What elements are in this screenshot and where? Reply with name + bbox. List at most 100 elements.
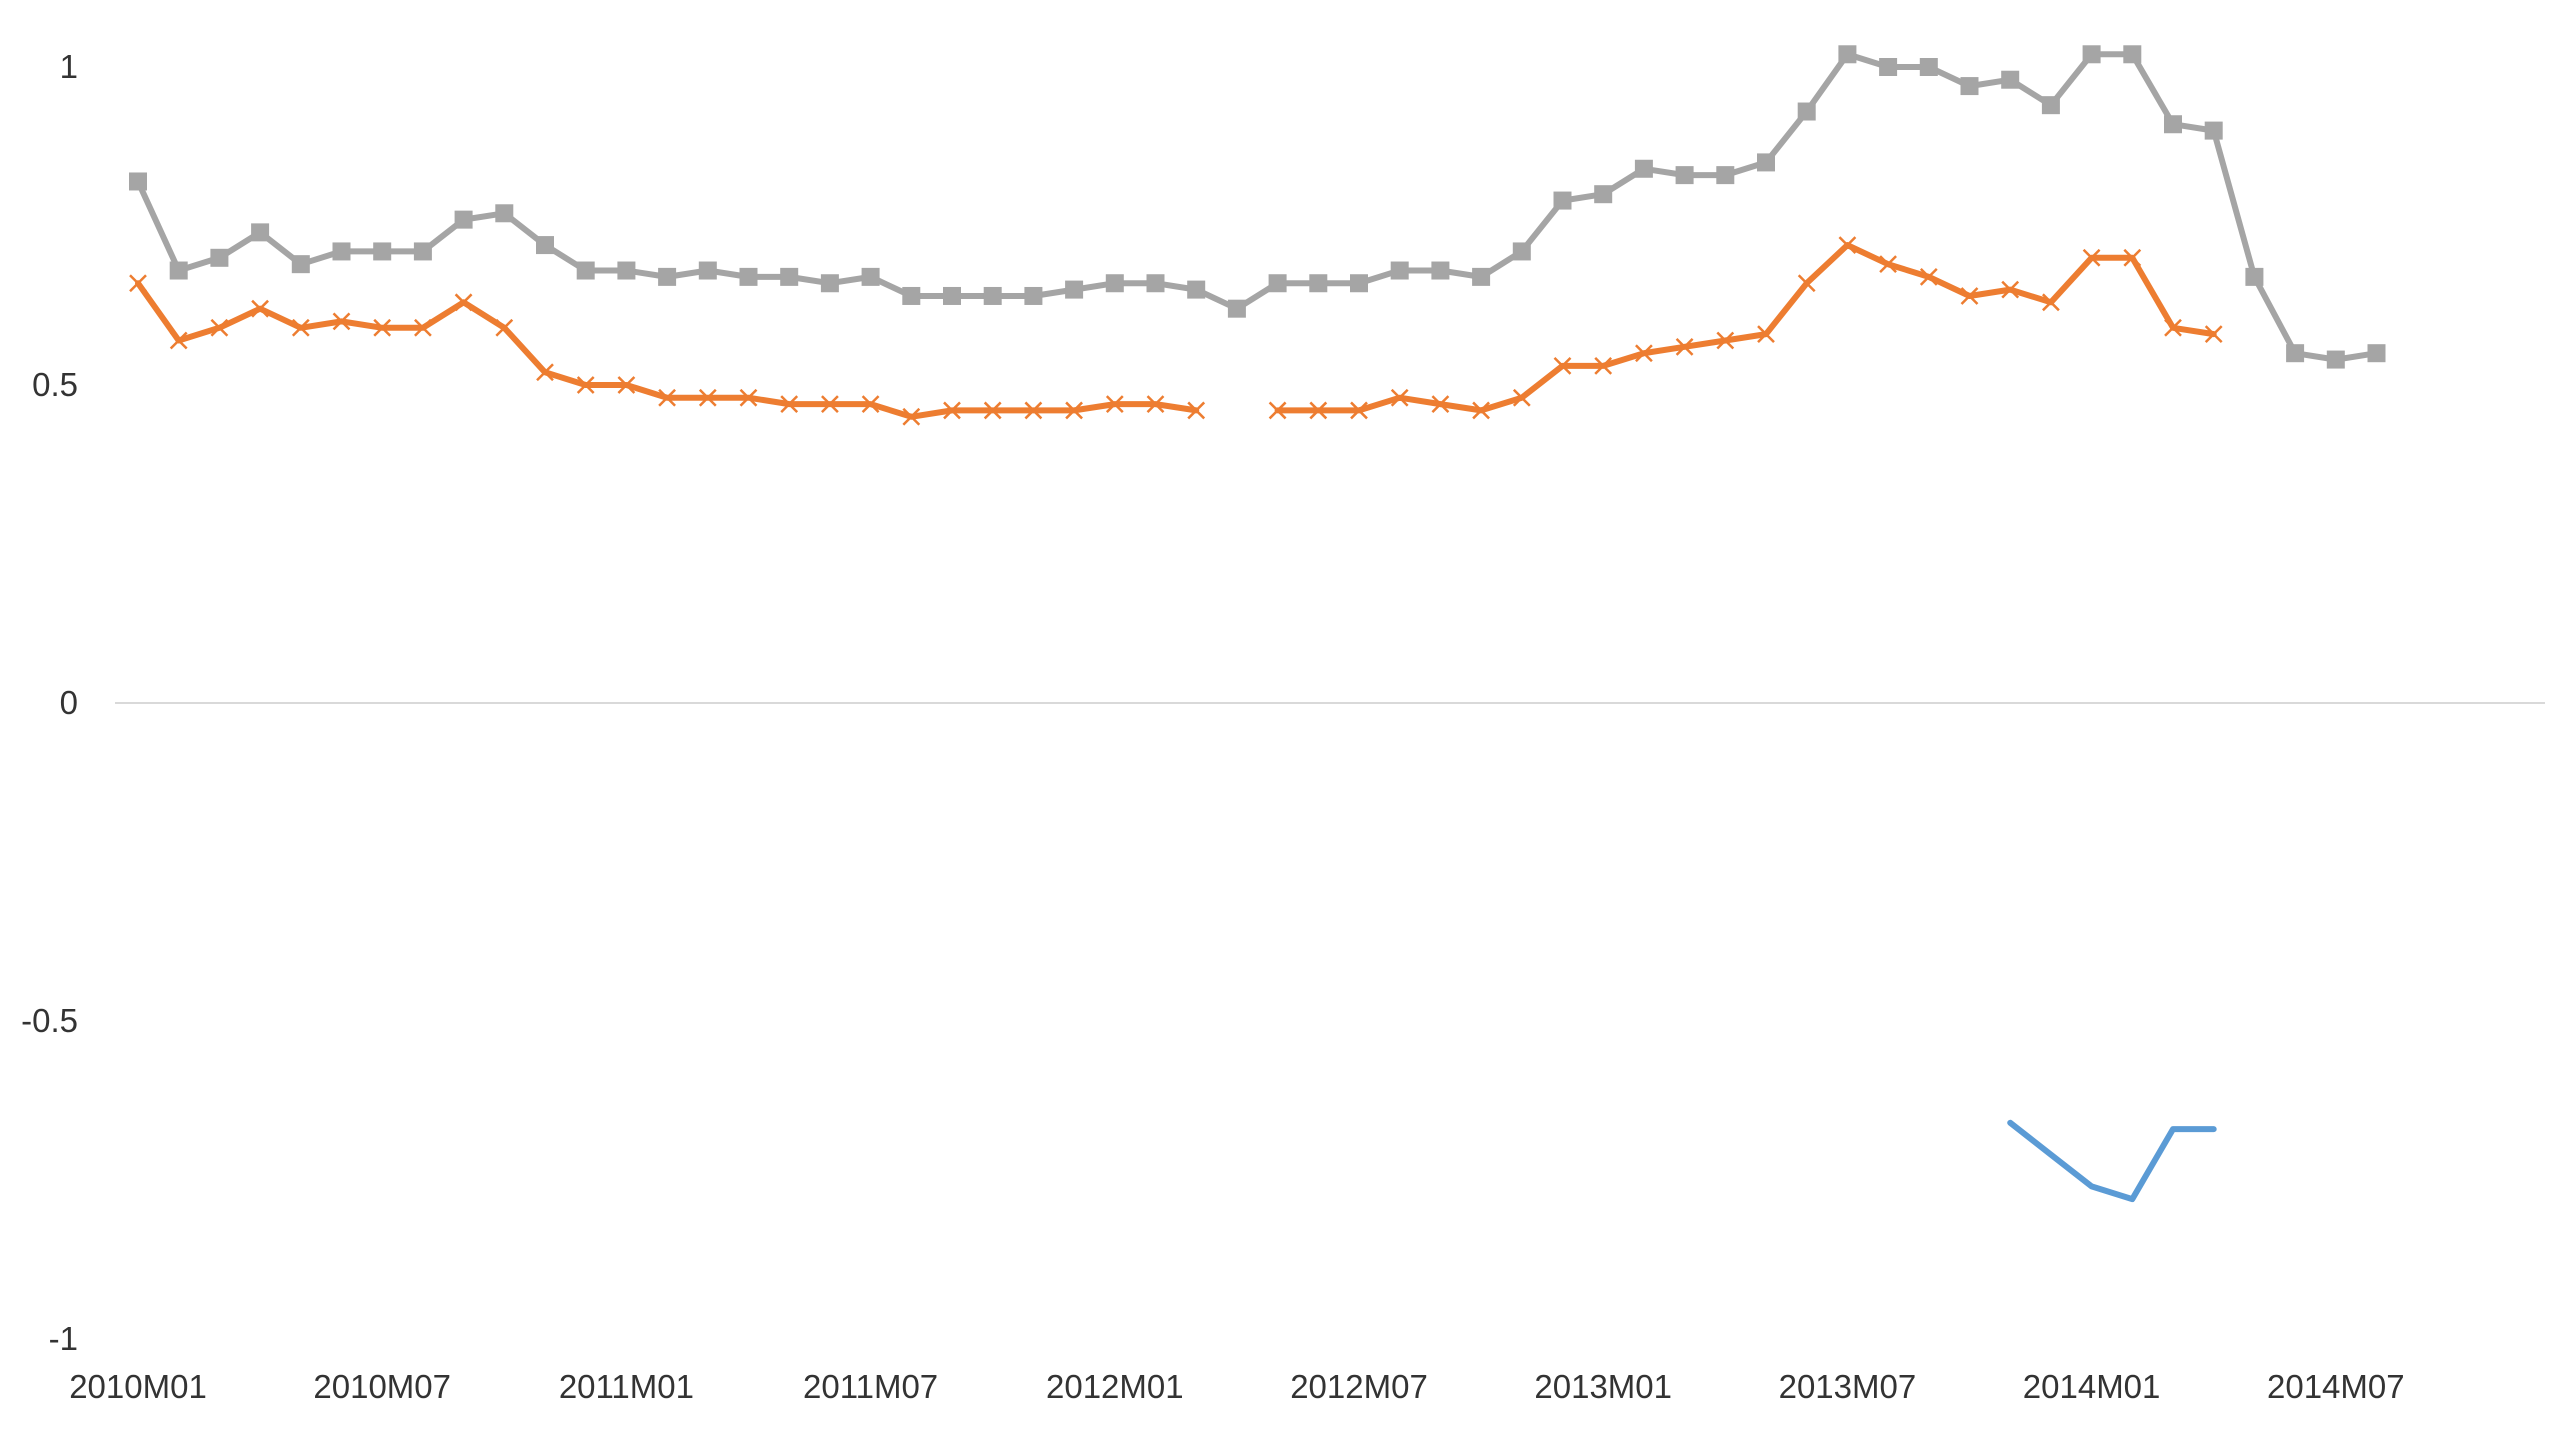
data-point-x [983,401,1002,420]
data-point-x [291,318,310,337]
x-tick-label: 2010M01 [69,1368,207,1405]
data-point-square [1227,299,1246,318]
data-point-square [2082,45,2101,64]
data-point-x [1024,401,1043,420]
data-point-square [1065,280,1084,299]
data-point-x [658,388,676,407]
data-point-square [1309,274,1328,293]
data-point-square [1960,77,1979,96]
data-point-x [495,318,514,337]
data-point-x [861,395,880,413]
data-point-x [414,318,432,337]
data-point-square [1553,191,1572,210]
data-point-square [1634,159,1653,178]
data-point-square [1024,286,1043,305]
data-point-x [2042,293,2060,312]
data-point-x [454,293,473,312]
y-tick-label: 1 [60,48,78,85]
x-tick-label: 2013M01 [1534,1368,1672,1405]
data-point-square [291,255,310,274]
data-point-square [495,204,514,223]
data-point-square [251,223,270,242]
data-point-x [2001,280,2020,299]
data-point-square [1268,274,1287,293]
data-point-x [1919,267,1938,286]
data-point-square [2245,267,2264,286]
data-point-x [739,388,758,407]
data-point-x [536,363,554,382]
y-tick-label: 0 [60,684,78,721]
data-point-square [210,248,229,267]
data-point-square [1187,280,1206,299]
data-point-x [576,376,595,394]
data-point-x [1309,401,1328,420]
data-point-x [1757,325,1775,344]
data-point-square [1919,58,1938,76]
y-tick-label: -0.5 [21,1002,78,1039]
series-line [135,242,2217,420]
data-point-square [576,261,595,280]
data-point-square [1716,166,1735,185]
data-point-x [1512,388,1531,407]
data-point-square [983,286,1002,305]
data-point-square [536,236,554,255]
data-point-square [739,267,758,286]
data-point-x [2123,248,2142,267]
data-point-square [2001,70,2020,89]
data-point-square [2326,350,2345,369]
data-point-x [2082,248,2101,267]
y-tick-label: -1 [49,1320,78,1357]
data-point-x [2164,318,2182,337]
x-tick-label: 2011M01 [559,1368,694,1405]
data-point-square [373,242,392,261]
data-point-square [658,267,677,286]
data-point-square [1797,102,1816,121]
x-tick-label: 2012M01 [1046,1368,1184,1405]
data-point-x [251,299,269,318]
data-point-square [780,267,799,286]
series-1 [129,45,2386,369]
x-tick-label: 2010M07 [313,1368,451,1405]
x-tick-label: 2014M07 [2267,1368,2405,1405]
series-2 [129,236,2223,426]
data-point-square [820,274,839,293]
label-layer: 1 0.5 0 -0.5 -1 2010M01 2010M07 2011M01 2011M07 2… [21,48,2404,1405]
data-point-x [902,407,921,426]
data-point-square [2286,344,2305,363]
data-point-square [413,242,432,261]
x-tick-label: 2011M07 [803,1368,938,1405]
data-point-x [698,388,717,407]
data-point-x [780,395,799,413]
data-point-x [1390,388,1409,407]
data-point-x [1431,395,1450,413]
data-point-x [1635,344,1653,363]
data-point-x [1838,236,1857,254]
x-tick-label: 2014M01 [2023,1368,2161,1405]
data-point-square [943,286,961,305]
data-point-x [2204,325,2223,344]
data-point-square [1879,58,1898,76]
data-point-x [1350,401,1368,420]
data-point-square [861,267,880,286]
data-point-x [1594,357,1613,375]
data-point-square [332,242,351,261]
data-point-square [1675,166,1694,185]
data-point-square [454,210,473,229]
data-point-x [1716,331,1735,350]
data-point-square [1105,274,1124,293]
data-point-square [2367,344,2386,363]
data-point-x [373,318,392,337]
data-point-square [902,286,921,305]
data-point-square [2041,96,2060,115]
data-point-square [2123,45,2142,64]
series-line [135,51,2380,363]
data-point-square [1390,261,1409,280]
data-point-x [617,376,636,394]
data-point-square [2204,121,2223,140]
data-point-x [1960,287,1979,305]
data-point-square [1838,45,1857,64]
data-point-square [698,261,717,280]
data-point-square [1350,274,1368,293]
data-point-x [332,312,351,331]
data-point-square [1512,242,1531,261]
